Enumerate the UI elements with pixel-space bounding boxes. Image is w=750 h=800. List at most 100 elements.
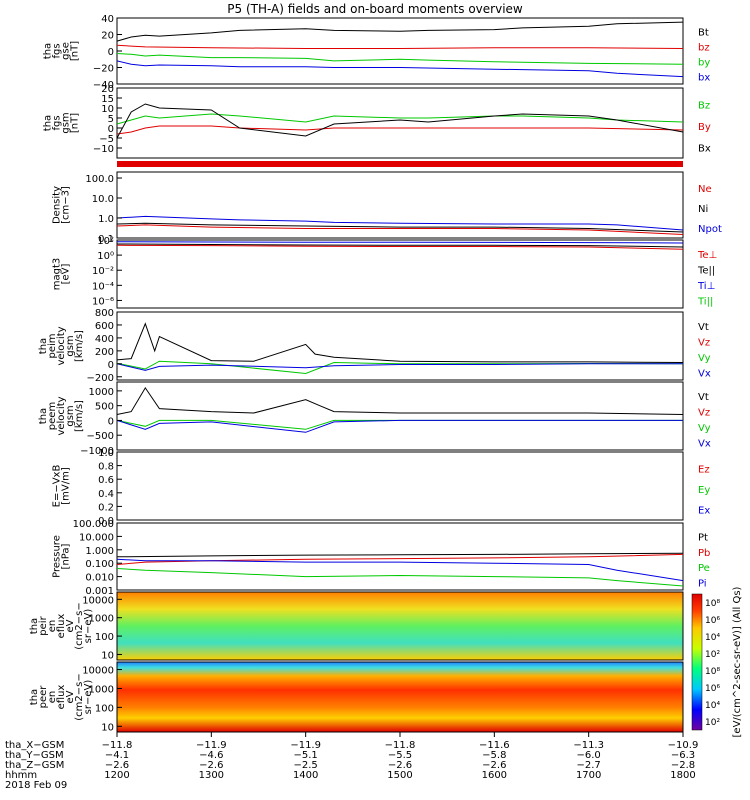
legend-entry: Ne bbox=[698, 184, 712, 195]
y-tick-label: 10000 bbox=[82, 595, 114, 606]
y-tick-label: 10.000 bbox=[79, 532, 114, 543]
colorbar-tick-label: 10² bbox=[705, 650, 720, 660]
y-tick-label: 10.0 bbox=[92, 194, 114, 205]
flag-strip bbox=[117, 161, 683, 167]
y-tick-label: 0 bbox=[108, 416, 114, 427]
y-axis-label-line: [km/s] bbox=[74, 400, 85, 432]
series-line-Vx bbox=[116, 363, 683, 371]
x-row-label: hhmm bbox=[5, 770, 37, 781]
x-row-label: tha_X−GSM bbox=[5, 740, 64, 751]
panel-frame bbox=[116, 381, 684, 451]
y-axis-label-line: gsm bbox=[61, 112, 72, 133]
y-axis-label-line: Pressure bbox=[52, 535, 63, 578]
y-tick-label: 100 bbox=[95, 632, 114, 643]
y-axis-label-line: [eV] bbox=[61, 264, 72, 285]
y-tick-label: −10 bbox=[93, 144, 114, 155]
panel-frame bbox=[116, 451, 684, 521]
y-axis-label-line: [cm−3] bbox=[61, 186, 72, 224]
legend-entry: Pi bbox=[698, 578, 707, 589]
legend-entry: Pb bbox=[698, 548, 710, 559]
x-tick-label: −11.8 bbox=[102, 740, 133, 751]
y-tick-label: 200 bbox=[95, 347, 114, 358]
y-axis-label-line: peem bbox=[47, 402, 58, 430]
legend-entry: Ni bbox=[698, 204, 708, 215]
y-tick-label: 0.4 bbox=[98, 489, 114, 500]
x-tick-label: −4.1 bbox=[105, 750, 129, 761]
y-axis-label-line: E=−VxB bbox=[52, 465, 63, 508]
series-line-Vt bbox=[116, 386, 684, 415]
x-tick-label: −4.6 bbox=[199, 750, 223, 761]
y-tick-label: −500 bbox=[87, 431, 114, 442]
y-tick-label: 0.8 bbox=[98, 462, 114, 473]
y-axis-label-line: gsm bbox=[65, 405, 76, 426]
series-line-Ti⊥ bbox=[116, 241, 684, 244]
legend-entry: Bx bbox=[698, 143, 711, 154]
x-tick-label: −11.8 bbox=[385, 740, 416, 751]
y-tick-label: 20 bbox=[101, 84, 114, 95]
series-line-Te⊥ bbox=[116, 244, 684, 250]
y-axis-label-line: sr−eV) bbox=[83, 609, 94, 644]
y-tick-label: 1000 bbox=[89, 614, 114, 625]
series-line-Pb bbox=[116, 553, 684, 565]
y-tick-label: 20 bbox=[101, 31, 114, 42]
y-tick-label: 0.1 bbox=[98, 234, 114, 245]
y-tick-label: 400 bbox=[95, 334, 114, 345]
legend-entry: Vx bbox=[698, 438, 711, 449]
y-tick-label: 15 bbox=[101, 94, 114, 105]
legend-entry: Ez bbox=[698, 464, 710, 475]
y-tick-label: 10⁻⁴ bbox=[92, 281, 114, 292]
panel-efield: 1.0 0.8 0.6 0.4 0.2 0.0 E=−VxB[mV/m] Ez Ey Ex bbox=[52, 448, 711, 527]
panel-frame bbox=[116, 17, 684, 85]
series-line-By bbox=[116, 125, 684, 135]
y-axis-label-line: tha bbox=[38, 338, 49, 354]
y-axis-label-line: eV bbox=[65, 690, 76, 703]
series-line-by bbox=[116, 53, 684, 65]
y-axis-label-line: velocity bbox=[56, 326, 67, 365]
y-axis-label-line: [nPa] bbox=[61, 543, 72, 569]
x-tick-label: −11.3 bbox=[573, 740, 604, 751]
panel-frame bbox=[116, 591, 684, 661]
y-axis-label-line: eflux bbox=[56, 614, 67, 639]
y-axis-label-line: (cm2−s− bbox=[74, 602, 85, 649]
colorbar-tick-label: 10⁶ bbox=[705, 616, 720, 626]
y-tick-label: 10000 bbox=[82, 666, 114, 677]
y-tick-label: −200 bbox=[87, 373, 114, 384]
y-tick-label: 0.0 bbox=[98, 516, 114, 527]
x-axis-date: 2018 Feb 09 bbox=[5, 780, 67, 791]
x-tick-label: −6.3 bbox=[671, 750, 695, 761]
series-line-Ni bbox=[116, 222, 684, 233]
legend-entry: By bbox=[698, 122, 711, 133]
y-tick-label: −1000 bbox=[80, 446, 114, 457]
y-tick-label: 500 bbox=[95, 402, 114, 413]
y-axis-label-line: magt3 bbox=[52, 258, 63, 291]
y-axis-label-line: tha bbox=[38, 408, 49, 424]
y-axis-label-line: [km/s] bbox=[74, 330, 85, 362]
y-tick-label: −40 bbox=[93, 80, 114, 91]
series-line-Vt bbox=[116, 322, 684, 363]
y-tick-label: 100.0 bbox=[85, 174, 114, 185]
y-tick-label: −20 bbox=[93, 64, 114, 75]
x-tick-label: −11.9 bbox=[196, 740, 227, 751]
spectrogram-peer_spectrogram bbox=[117, 662, 683, 732]
y-tick-label: 1.0 bbox=[98, 448, 114, 459]
series-line-bx bbox=[116, 60, 684, 78]
y-tick-label: 100.000 bbox=[73, 519, 114, 530]
series-line-Pi bbox=[116, 558, 684, 582]
x-tick-label: −6.0 bbox=[577, 750, 601, 761]
panel-pressure: 100.000 10.000 1.000 0.100 0.010 0.001 Pressur… bbox=[52, 519, 711, 597]
y-tick-label: 10² bbox=[97, 236, 114, 247]
series-line-Bx bbox=[116, 103, 684, 139]
legend-entry: Vz bbox=[698, 337, 710, 348]
x-tick-label: −5.8 bbox=[482, 750, 506, 761]
x-tick-label: −2.6 bbox=[199, 760, 223, 771]
x-tick-label: −2.6 bbox=[388, 760, 412, 771]
panel-peem_velocity: 1000 500 0 −500 −1000 thapeemvelocitygsm[km/s… bbox=[38, 381, 711, 457]
y-axis-label-line: eV bbox=[65, 619, 76, 632]
panel-frame bbox=[116, 311, 684, 381]
y-tick-label: 10 bbox=[101, 104, 114, 115]
x-row-label: tha_Z−GSM bbox=[5, 760, 64, 771]
y-tick-label: 0.100 bbox=[85, 559, 114, 570]
colorbar-tick-label: 10⁶ bbox=[705, 684, 720, 694]
